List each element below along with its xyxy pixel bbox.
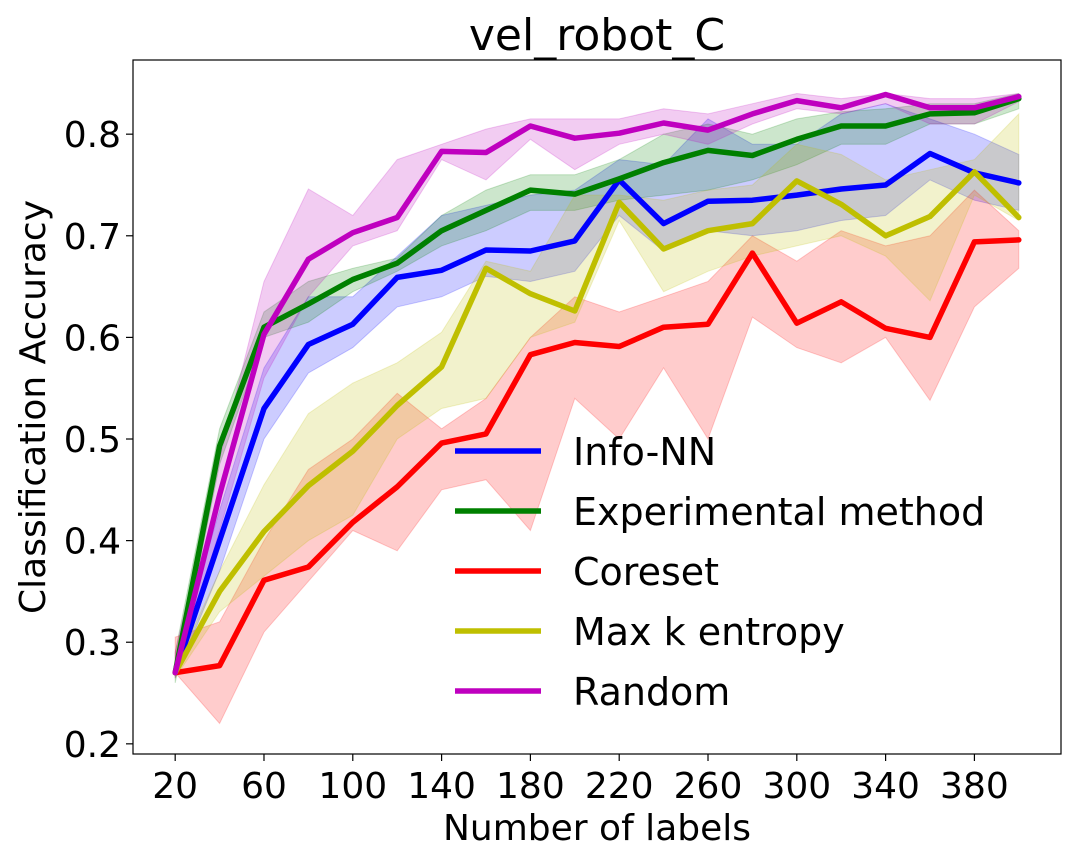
legend-label-0: Info-NN (573, 430, 716, 474)
y-tick-label-4: 0.6 (64, 318, 121, 359)
legend-label-1: Experimental method (573, 490, 985, 534)
y-axis-ticks: 0.2 0.3 0.4 0.5 0.6 0.7 0.8 (64, 115, 133, 766)
legend-label-2: Coreset (573, 550, 719, 594)
confidence-bands (174, 92, 1020, 725)
x-tick-label-4: 180 (496, 766, 565, 807)
band-1 (174, 92, 1020, 683)
x-tick-label-2: 100 (318, 766, 387, 807)
y-tick-label-6: 0.8 (64, 115, 121, 156)
x-tick-label-3: 140 (407, 766, 476, 807)
legend-label-3: Max k entropy (573, 610, 845, 654)
x-tick-label-0: 20 (152, 766, 198, 807)
y-axis-label: Classification Accuracy (13, 200, 54, 614)
chart-title: vel_robot_C (469, 10, 725, 61)
series-line-3 (172, 169, 1022, 676)
band-3 (174, 112, 1020, 680)
y-tick-label-0: 0.2 (64, 725, 121, 766)
x-axis-ticks: 20 60 100 140 180 220 260 300 340 380 (152, 754, 1009, 807)
x-tick-label-5: 220 (585, 766, 654, 807)
series-line-4 (172, 91, 1022, 676)
x-tick-label-6: 260 (674, 766, 743, 807)
y-tick-label-3: 0.5 (64, 420, 121, 461)
legend: Info-NN Experimental method Coreset Max k e… (455, 430, 985, 714)
series-lines (172, 91, 1022, 676)
series-line-1 (172, 95, 1022, 676)
x-tick-label-9: 380 (940, 766, 1009, 807)
series-line-2 (172, 237, 1022, 676)
x-tick-label-1: 60 (241, 766, 287, 807)
x-tick-label-7: 300 (762, 766, 831, 807)
x-axis-label: Number of labels (443, 808, 751, 849)
series-line-0 (172, 150, 1022, 676)
band-2 (174, 189, 1020, 725)
y-tick-label-5: 0.7 (64, 217, 121, 258)
y-tick-label-2: 0.4 (64, 522, 121, 563)
band-0 (174, 103, 1020, 678)
plot-frame (132, 59, 1062, 755)
y-tick-label-1: 0.3 (64, 623, 121, 664)
x-tick-label-8: 340 (851, 766, 920, 807)
legend-label-4: Random (573, 670, 730, 714)
band-4 (174, 92, 1020, 678)
